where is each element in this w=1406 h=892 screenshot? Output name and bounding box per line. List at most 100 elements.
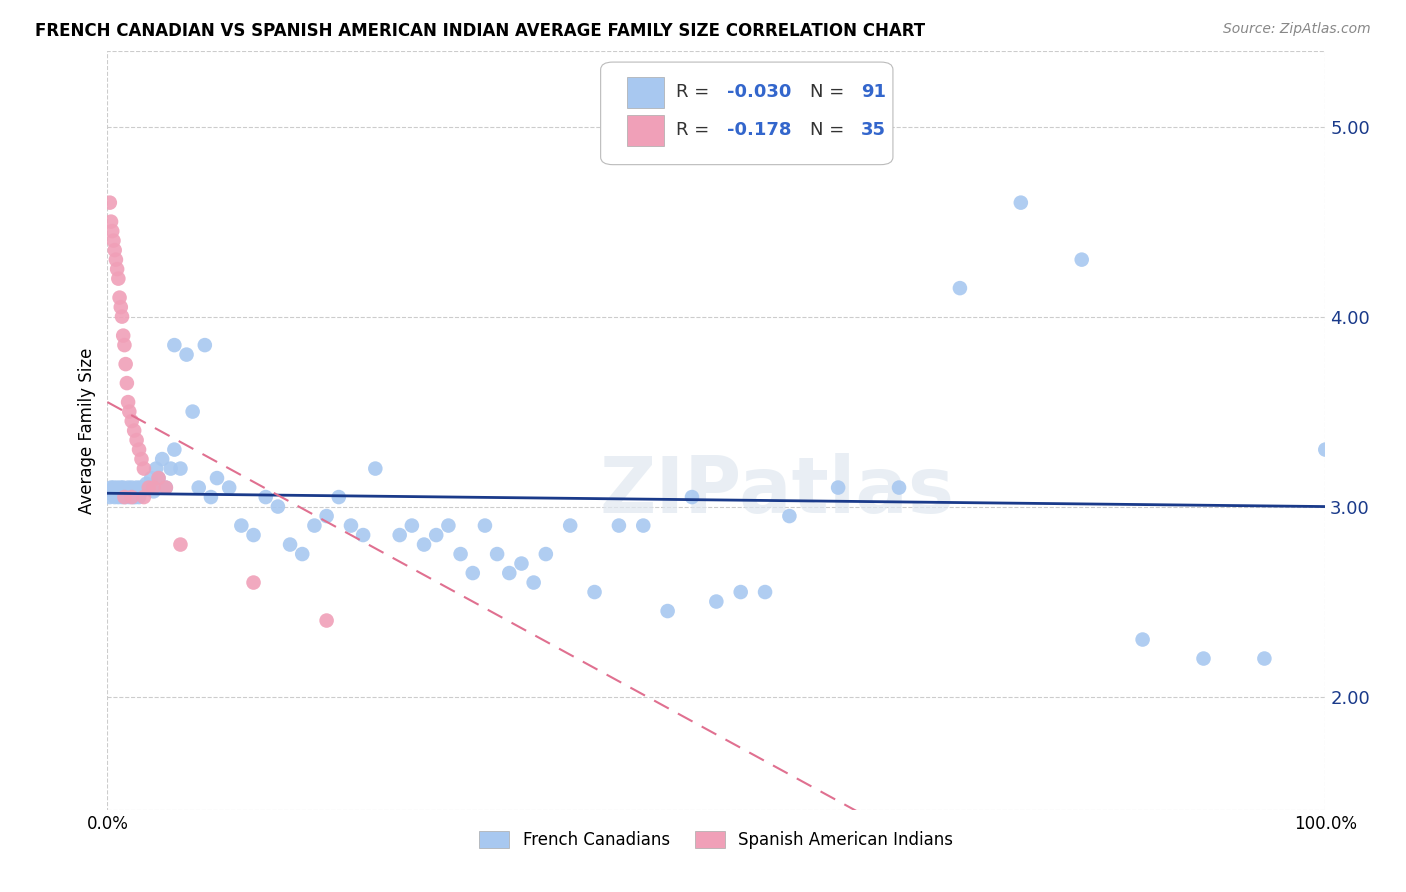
Point [291,547,314,561]
Point [111,490,134,504]
Text: Source: ZipAtlas.com: Source: ZipAtlas.com [1223,22,1371,37]
Point [129,481,152,495]
Point [560,518,582,533]
Point [132,481,155,495]
Point [100,214,122,228]
Point [704,594,727,608]
Text: 35: 35 [862,121,886,139]
Point [138,481,160,495]
Point [150,452,173,467]
Point [120,484,142,499]
Point [413,537,436,551]
Point [118,490,141,504]
FancyBboxPatch shape [627,115,664,145]
Point [118,404,141,418]
Point [778,509,800,524]
Point [267,500,290,514]
Point [122,424,145,438]
Point [128,490,150,504]
Point [657,604,679,618]
Point [218,481,240,495]
Point [633,518,655,533]
Point [949,281,972,295]
Point [108,484,131,499]
Point [110,481,132,495]
Point [131,484,153,499]
Point [340,518,363,533]
Point [754,585,776,599]
Point [437,518,460,533]
Point [148,471,170,485]
Point [101,484,124,499]
FancyBboxPatch shape [627,78,664,108]
Text: 91: 91 [862,84,886,102]
Point [128,442,150,457]
Point [107,271,129,285]
Point [141,471,163,485]
Point [98,490,121,504]
Point [104,243,127,257]
Point [163,338,186,352]
Point [98,195,121,210]
Point [498,566,520,580]
Text: R =: R = [676,121,721,139]
Point [121,414,143,428]
Point [114,338,136,352]
Point [231,518,253,533]
Point [205,471,228,485]
Point [315,614,337,628]
Point [104,484,127,499]
Point [115,376,138,390]
Point [827,481,849,495]
Legend: French Canadians, Spanish American Indians: French Canadians, Spanish American India… [472,824,960,855]
Point [105,262,128,277]
Point [104,490,127,504]
Point [132,490,155,504]
Point [425,528,447,542]
Text: -0.030: -0.030 [727,84,792,102]
Point [142,484,165,499]
Point [181,404,204,418]
Point [114,484,136,499]
Point [401,518,423,533]
Point [1315,442,1337,457]
Point [112,328,135,343]
Point [364,461,387,475]
Point [887,481,910,495]
Point [1070,252,1092,267]
Point [242,528,264,542]
Point [131,452,153,467]
Point [187,481,209,495]
Point [101,224,124,238]
Point [117,481,139,495]
Text: ZIPatlas: ZIPatlas [600,453,955,529]
Text: FRENCH CANADIAN VS SPANISH AMERICAN INDIAN AVERAGE FAMILY SIZE CORRELATION CHART: FRENCH CANADIAN VS SPANISH AMERICAN INDI… [35,22,925,40]
Point [523,575,546,590]
Point [148,471,170,485]
Point [200,490,222,504]
Point [155,481,177,495]
Point [315,509,337,524]
Point [103,481,125,495]
Point [122,484,145,499]
Point [169,537,191,551]
Point [278,537,301,551]
Point [254,490,277,504]
Point [486,547,509,561]
Point [127,484,149,499]
Point [1010,195,1032,210]
Point [176,348,198,362]
Point [117,395,139,409]
FancyBboxPatch shape [600,62,893,165]
Point [114,490,136,504]
Point [1253,651,1275,665]
Point [730,585,752,599]
Point [105,481,128,495]
Point [169,461,191,475]
Text: R =: R = [676,84,716,102]
Point [1132,632,1154,647]
Point [163,442,186,457]
Point [114,357,136,371]
Point [108,291,131,305]
Point [103,234,125,248]
